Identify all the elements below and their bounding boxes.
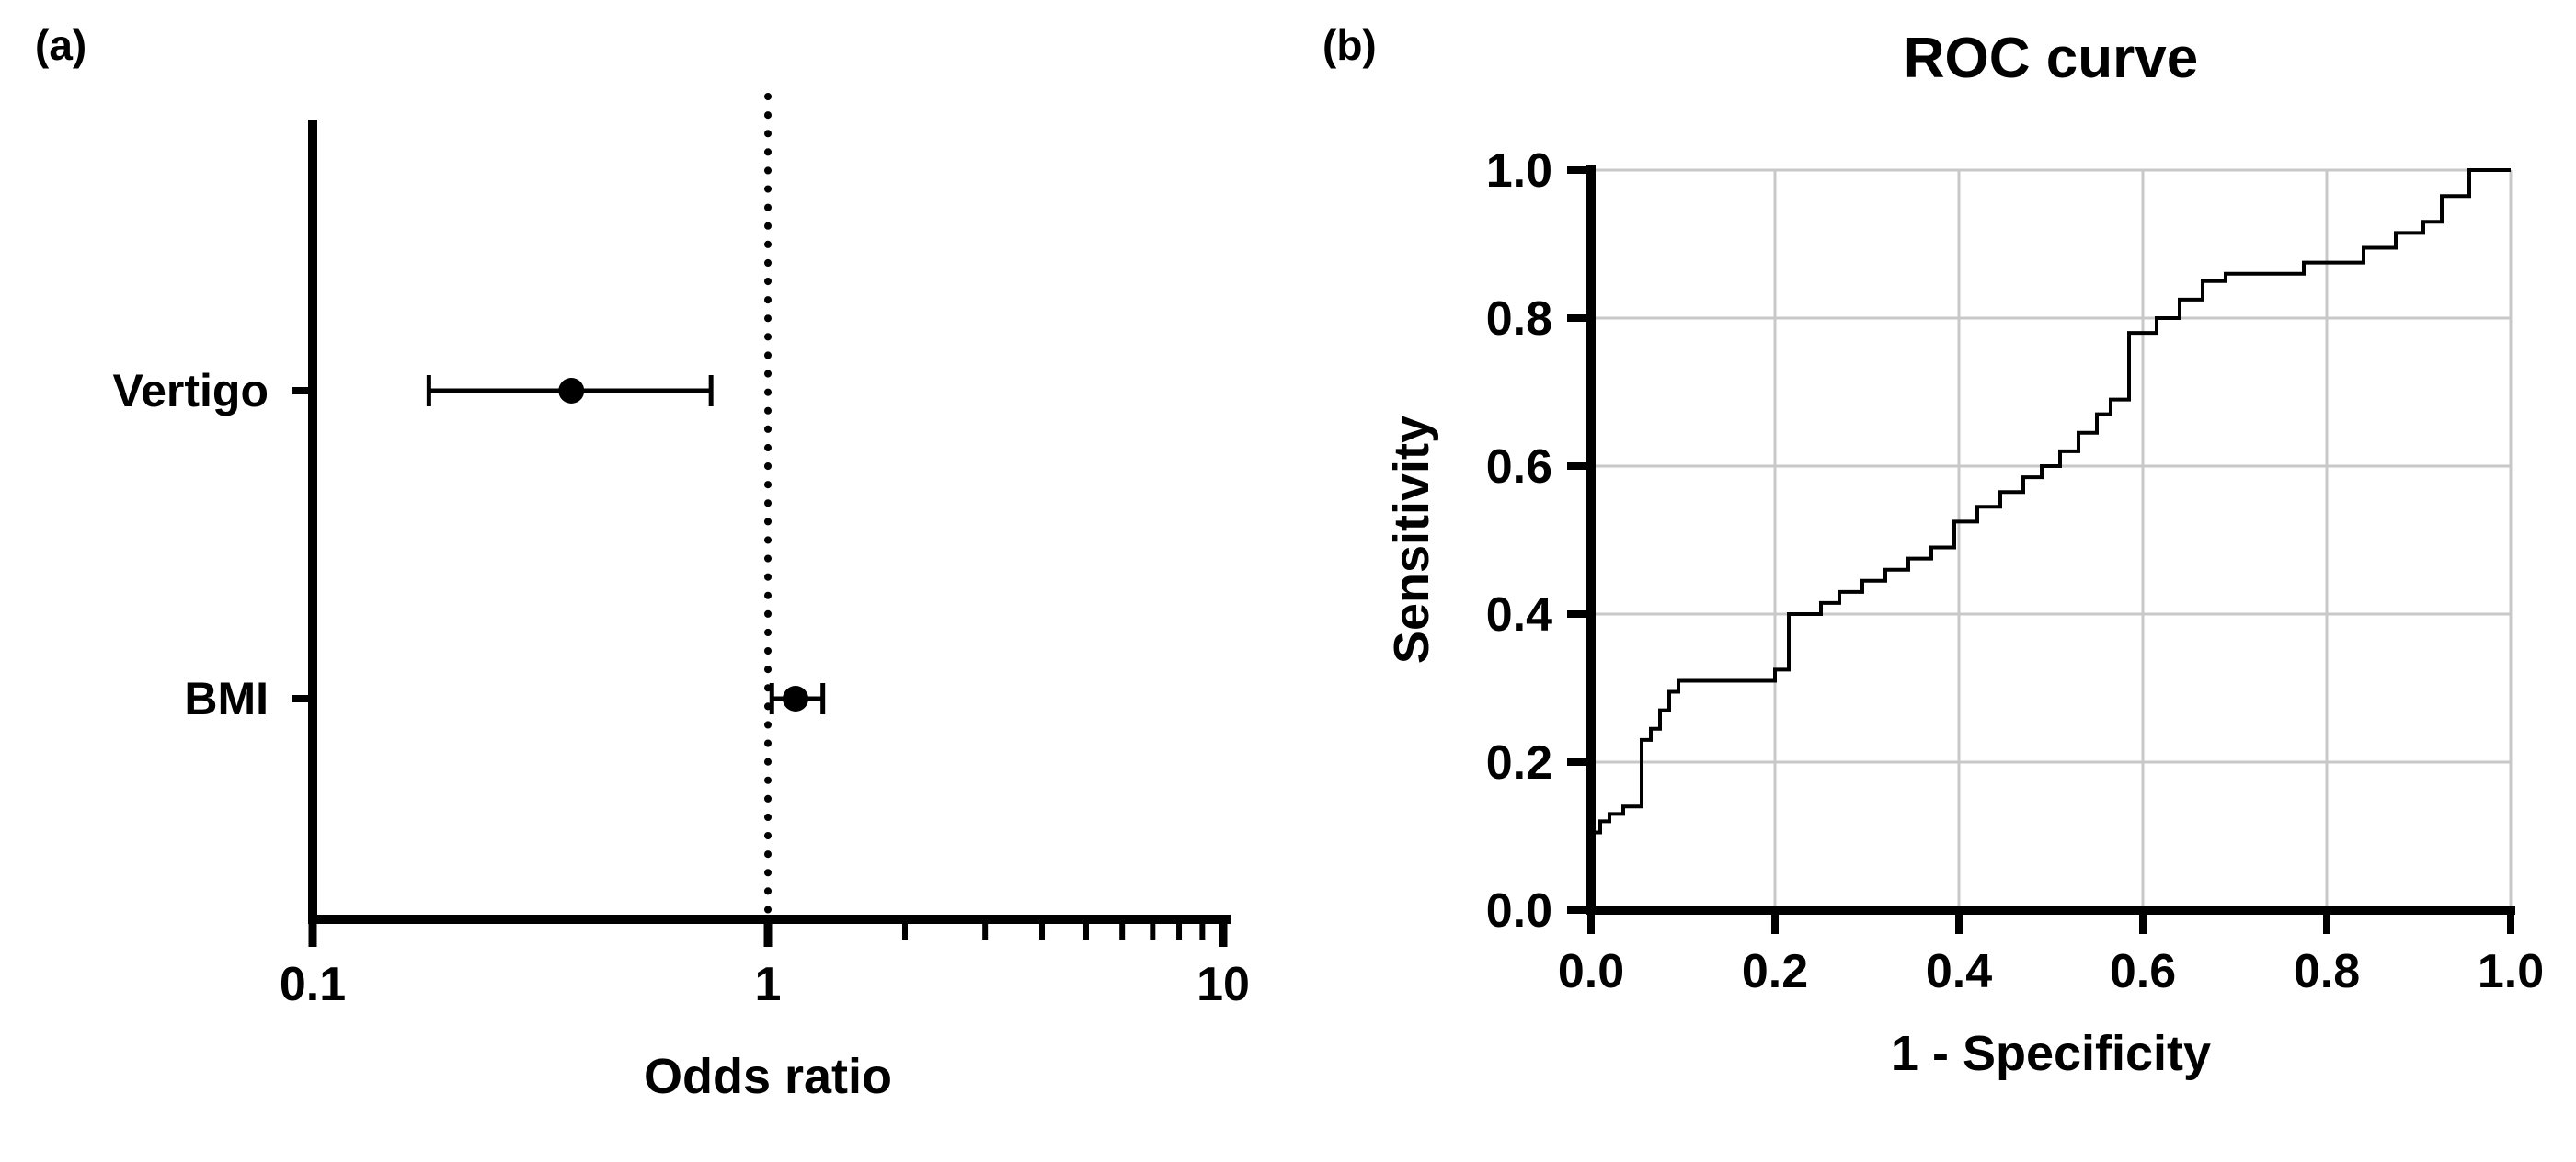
roc-plot-svg: 0.0 0.2 0.4 0.6 0.8 1.0 0.0 0.2 0.4 0.6 0.8 1.0 [1486,144,2544,998]
roc-y-axis-label: Sensitivity [1384,415,1439,665]
y-tick-label: 0.0 [1486,884,1552,938]
y-tick-label: 0.2 [1486,736,1552,790]
x-tick-label: 0.0 [1558,945,1624,998]
forest-x-axis-label: Odds ratio [643,1049,893,1104]
odds-ratio-point [558,378,585,404]
forest-plot-svg: 0.1 1 10 Vertigo BMI [113,93,1250,1011]
x-tick-label: 0.4 [1926,945,1992,998]
x-tick-label: 0.1 [280,958,346,1011]
category-label: Vertigo [113,365,269,416]
x-tick-label: 0.8 [2294,945,2360,998]
y-tick-label: 0.4 [1486,588,1552,642]
y-tick-label: 1.0 [1486,144,1552,198]
roc-curve [1589,168,2511,910]
y-tick-label: 0.8 [1486,292,1552,346]
x-tick-label: 10 [1196,958,1250,1011]
panel-b-label: (b) [1322,21,1377,69]
x-tick-label: 1.0 [2478,945,2544,998]
roc-x-axis-label: 1 - Specificity [1890,1026,2212,1081]
panel-a-label: (a) [35,21,87,69]
y-tick-label: 0.6 [1486,440,1552,494]
x-tick-label: 1 [755,958,782,1011]
x-tick-label: 0.2 [1742,945,1808,998]
roc-chart-title: ROC curve [1903,27,2199,90]
x-tick-label: 0.6 [2110,945,2176,998]
odds-ratio-point [783,686,809,712]
category-label: BMI [184,673,269,724]
